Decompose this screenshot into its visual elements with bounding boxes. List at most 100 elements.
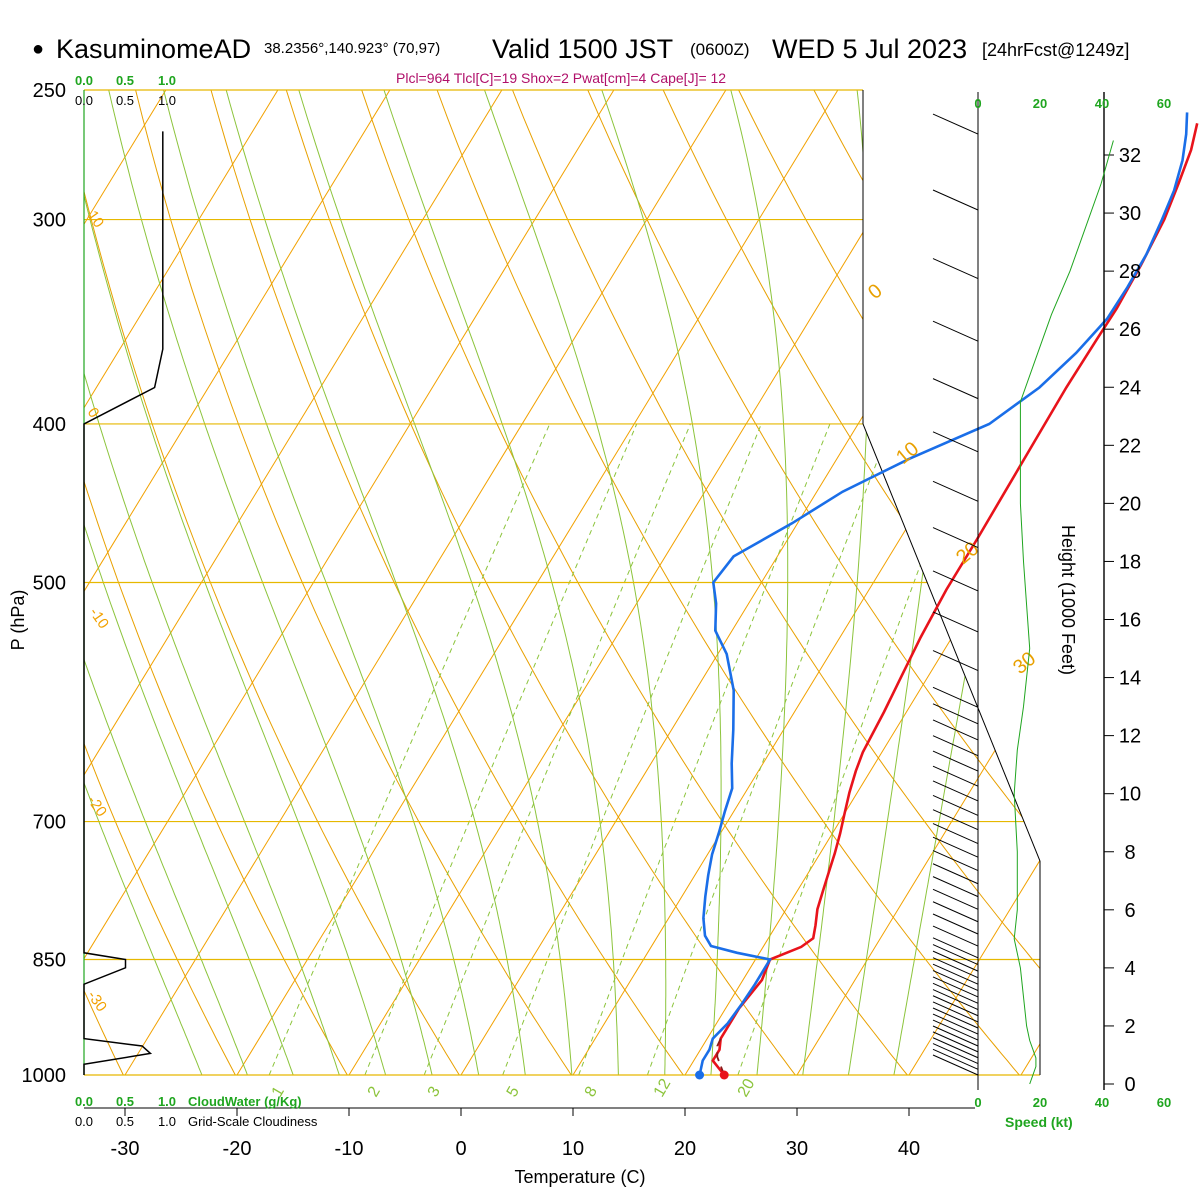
cloudiness-scale-top-label: 1.0 xyxy=(158,93,176,108)
cloudwater-scale-top-label: 1.0 xyxy=(158,73,176,88)
height-tick-label: 2 xyxy=(1124,1016,1135,1038)
wind-barb xyxy=(932,611,979,633)
mixing-ratio-label: 8 xyxy=(582,1084,601,1100)
y-axis-title: P (hPa) xyxy=(8,590,28,651)
pressure-tick-label: 700 xyxy=(33,812,66,834)
wind-barb xyxy=(932,780,979,802)
temperature-tick-label: 30 xyxy=(786,1138,808,1160)
height-tick-label: 32 xyxy=(1119,145,1141,167)
dry-adiabat-line xyxy=(128,90,596,1075)
moist-adiabat-line xyxy=(84,242,262,1075)
wind-barb xyxy=(932,1013,979,1035)
mixing-ratio-label: 2 xyxy=(365,1084,384,1100)
wind-barb xyxy=(932,950,979,972)
mixing-ratio-label: 20 xyxy=(735,1076,759,1100)
wind-barb xyxy=(932,1007,979,1029)
height-tick-label: 22 xyxy=(1119,435,1141,457)
wind-barb xyxy=(932,258,979,280)
height-tick-label: 12 xyxy=(1119,726,1141,748)
x-axis-title: Temperature (C) xyxy=(514,1167,645,1187)
wind-barb xyxy=(932,735,979,757)
wind-barb xyxy=(932,719,979,741)
wind-barb xyxy=(932,480,979,502)
height-tick-label: 30 xyxy=(1119,203,1141,225)
temperature-tick-label: 40 xyxy=(898,1138,920,1160)
dry-adiabat-line xyxy=(575,90,1040,1075)
isotherm-line xyxy=(1020,90,1040,1075)
temperature-tick-label: -10 xyxy=(335,1138,364,1160)
wind-barb xyxy=(932,527,979,549)
wind-barb xyxy=(932,765,979,787)
pressure-tick-label: 1000 xyxy=(22,1065,67,1087)
surface-temperature-marker xyxy=(719,1070,729,1080)
temperature-tick-label: 20 xyxy=(674,1138,696,1160)
wind-speed-top-label: 20 xyxy=(1033,96,1047,111)
dry-adiabat-line xyxy=(1172,61,1200,1110)
height-tick-label: 0 xyxy=(1124,1074,1135,1096)
wind-speed-bottom-label: 40 xyxy=(1095,1095,1109,1110)
wind-barb xyxy=(932,794,979,816)
temperature-tick-label: -30 xyxy=(111,1138,140,1160)
wind-panel: 0246810121416182022242628303200202040406… xyxy=(932,92,1171,1130)
moist-adiabat-line xyxy=(797,90,870,1075)
wind-speed-label: Speed (kt) xyxy=(1005,1114,1073,1130)
chart-header: ● KasuminomeAD 38.2356°,140.923° (70,97)… xyxy=(0,0,1200,100)
wind-barb xyxy=(932,995,979,1017)
height-tick-label: 14 xyxy=(1119,668,1141,690)
height-tick-label: 24 xyxy=(1119,377,1141,399)
temperature-tick-label: -20 xyxy=(223,1138,252,1160)
station-dot: ● xyxy=(32,38,45,60)
plot-frame xyxy=(83,89,1041,1116)
wind-speed-profile xyxy=(1013,140,1114,1085)
wind-barb xyxy=(932,320,979,342)
mixing-ratio-label: 5 xyxy=(504,1084,523,1100)
station-coords: 38.2356°,140.923° (70,97) xyxy=(264,40,441,57)
pressure-tick-label: 850 xyxy=(33,950,66,972)
cloudwater-scale-bottom-label: 0.0 xyxy=(75,1094,93,1109)
mixing-ratio-line xyxy=(268,423,551,1075)
moist-adiabat-line xyxy=(84,195,306,1075)
cloudwater-scale-top-label: 0.0 xyxy=(75,73,93,88)
height-tick-label: 4 xyxy=(1124,958,1135,980)
cloudiness-scale-bottom-label: 0.5 xyxy=(116,1114,134,1129)
wind-barb xyxy=(932,1054,979,1076)
parcel-path xyxy=(716,1038,726,1076)
surface-dewpoint-marker xyxy=(695,1070,705,1080)
wind-barb xyxy=(932,863,979,885)
height-tick-label: 8 xyxy=(1124,842,1135,864)
moist-adiabat-line xyxy=(155,90,486,1075)
dry-adiabat-line xyxy=(873,90,1040,1075)
cloudiness-scale-top-label: 0.5 xyxy=(116,93,134,108)
dry-adiabat-line xyxy=(500,90,1040,1075)
moist-adiabat-line xyxy=(374,90,620,1075)
wind-barb xyxy=(932,113,979,135)
background-lines xyxy=(84,61,1200,1110)
dry-adiabat-line xyxy=(351,90,936,1075)
dry-adiabat-line xyxy=(202,90,709,1075)
wind-barb xyxy=(932,823,979,845)
forecast-label: [24hrFcst@1249z] xyxy=(982,40,1130,60)
isotherm-label: 10 xyxy=(84,208,107,231)
cloud-panel: 0.0 0.5 1.0 0.0 0.5 1.0 0.0 0.5 1.0 0.0 0.5 1.0 Clou… xyxy=(75,73,318,1129)
dry-adiabat-line xyxy=(84,90,141,1075)
height-tick-label: 26 xyxy=(1119,319,1141,341)
wind-barb xyxy=(932,189,979,211)
wind-barb xyxy=(932,1019,979,1041)
right-wall-slant xyxy=(862,423,1041,862)
dry-adiabat-line xyxy=(84,90,482,1075)
wind-barb xyxy=(932,901,979,923)
moist-adiabat-line xyxy=(289,90,575,1075)
wind-speed-top-label: 0 xyxy=(974,96,981,111)
mixing-ratio-line xyxy=(364,423,638,1075)
wind-barb xyxy=(932,1001,979,1023)
wind-speed-bottom-label: 0 xyxy=(974,1095,981,1110)
wind-barb xyxy=(932,937,979,959)
wind-barb xyxy=(932,957,979,979)
moist-adiabat-line xyxy=(217,90,530,1075)
wind-barb xyxy=(932,378,979,400)
temperature-profile xyxy=(711,123,1199,1076)
wind-barb xyxy=(932,650,979,672)
wind-barb xyxy=(932,970,979,992)
